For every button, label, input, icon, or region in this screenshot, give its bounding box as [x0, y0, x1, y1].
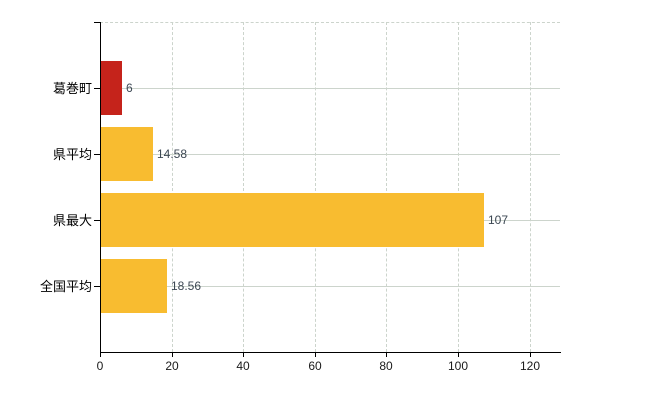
- category-label: 県平均: [52, 147, 92, 162]
- x-axis-tick: [243, 352, 244, 357]
- bar-value-label: 14.58: [157, 147, 188, 161]
- category-label: 県最大: [52, 213, 92, 228]
- gridline-horizontal: [100, 154, 560, 155]
- gridline-horizontal: [100, 286, 560, 287]
- x-axis-line: [100, 352, 561, 353]
- gridline-vertical: [458, 22, 459, 352]
- y-axis-line: [100, 22, 101, 353]
- bar-value-label: 107: [488, 213, 509, 227]
- y-axis-tick: [94, 286, 100, 287]
- x-axis-tick-label: 20: [165, 359, 179, 373]
- y-axis-tick: [94, 88, 100, 89]
- bar: [101, 259, 167, 313]
- x-axis-tick: [458, 352, 459, 357]
- bar: [101, 61, 122, 115]
- bar: [101, 127, 153, 181]
- x-axis-tick-label: 0: [96, 359, 104, 373]
- gridline-vertical: [243, 22, 244, 352]
- category-label: 葛巻町: [52, 81, 92, 96]
- x-axis-tick-label: 100: [447, 359, 469, 373]
- plot-top-gridline: [100, 22, 560, 23]
- x-axis-tick: [172, 352, 173, 357]
- bar-value-label: 6: [126, 81, 133, 95]
- bar: [101, 193, 484, 247]
- x-axis-tick-label: 80: [379, 359, 393, 373]
- x-axis-tick: [315, 352, 316, 357]
- gridline-vertical: [172, 22, 173, 352]
- y-axis-top-tick: [94, 22, 100, 23]
- x-axis-tick-label: 40: [236, 359, 250, 373]
- x-axis-tick: [386, 352, 387, 357]
- bar-value-label: 18.56: [171, 279, 202, 293]
- gridline-vertical: [386, 22, 387, 352]
- gridline-vertical: [315, 22, 316, 352]
- category-label: 全国平均: [39, 279, 92, 294]
- x-axis-tick: [100, 352, 101, 357]
- x-axis-tick-label: 120: [519, 359, 541, 373]
- gridline-horizontal: [100, 88, 560, 89]
- y-axis-tick: [94, 220, 100, 221]
- gridline-vertical: [530, 22, 531, 352]
- x-axis-tick-label: 60: [308, 359, 322, 373]
- y-axis-tick: [94, 154, 100, 155]
- x-axis-tick: [530, 352, 531, 357]
